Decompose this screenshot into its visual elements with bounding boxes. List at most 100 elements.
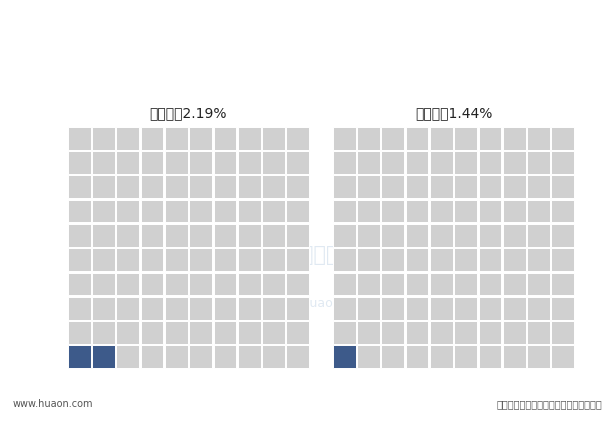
Bar — [287, 297, 309, 320]
Bar — [454, 200, 477, 223]
Bar — [287, 176, 309, 199]
Bar — [552, 127, 574, 150]
Bar — [357, 273, 380, 296]
Bar — [478, 200, 501, 223]
Bar — [430, 345, 453, 368]
Bar — [213, 297, 236, 320]
Bar — [503, 321, 526, 344]
Bar — [141, 297, 164, 320]
Bar — [165, 297, 188, 320]
Bar — [454, 225, 477, 247]
Bar — [478, 345, 501, 368]
Bar — [406, 176, 429, 199]
Bar — [68, 152, 90, 175]
Bar — [527, 273, 550, 296]
Bar — [141, 321, 164, 344]
Bar — [357, 200, 380, 223]
Bar — [165, 273, 188, 296]
Bar — [552, 249, 574, 271]
Bar — [92, 249, 115, 271]
Bar — [165, 200, 188, 223]
Bar — [23, 5, 30, 26]
Bar — [213, 249, 236, 271]
Bar — [430, 200, 453, 223]
Bar — [262, 297, 285, 320]
Bar — [454, 176, 477, 199]
Bar — [141, 176, 164, 199]
Bar — [357, 345, 380, 368]
Bar — [287, 225, 309, 247]
Bar — [357, 249, 380, 271]
Bar — [165, 127, 188, 150]
Bar — [527, 127, 550, 150]
Text: 华经情报网: 华经情报网 — [38, 12, 73, 26]
Bar — [141, 225, 164, 247]
Bar — [381, 273, 404, 296]
Bar — [430, 225, 453, 247]
Bar — [116, 297, 139, 320]
Bar — [92, 200, 115, 223]
Bar — [92, 152, 115, 175]
Bar — [381, 297, 404, 320]
Bar — [478, 297, 501, 320]
Bar — [238, 225, 261, 247]
Bar — [11, 5, 21, 33]
Bar — [503, 297, 526, 320]
Bar — [381, 127, 404, 150]
Bar — [189, 152, 212, 175]
Bar — [213, 273, 236, 296]
Text: www.huaon.com: www.huaon.com — [268, 296, 371, 309]
Bar — [213, 200, 236, 223]
Bar — [333, 127, 355, 150]
Bar — [527, 152, 550, 175]
Text: 体育彩票1.44%: 体育彩票1.44% — [415, 106, 492, 120]
Bar — [141, 152, 164, 175]
Bar — [213, 176, 236, 199]
Bar — [262, 273, 285, 296]
Bar — [406, 321, 429, 344]
Text: 专业严谨 • 客观科学: 专业严谨 • 客观科学 — [537, 14, 600, 24]
Bar — [552, 321, 574, 344]
Bar — [333, 152, 355, 175]
Bar — [357, 176, 380, 199]
Bar — [238, 249, 261, 271]
Bar — [68, 127, 90, 150]
Bar — [430, 273, 453, 296]
Bar — [287, 273, 309, 296]
Bar — [189, 345, 212, 368]
Bar — [141, 127, 164, 150]
Bar — [262, 225, 285, 247]
Bar — [503, 176, 526, 199]
Bar — [165, 321, 188, 344]
Bar — [357, 225, 380, 247]
Bar — [238, 152, 261, 175]
Bar — [454, 297, 477, 320]
Bar — [527, 249, 550, 271]
Bar — [527, 345, 550, 368]
Bar — [92, 345, 115, 368]
Bar — [116, 152, 139, 175]
Bar — [238, 200, 261, 223]
Bar — [406, 345, 429, 368]
Bar — [503, 152, 526, 175]
Bar — [527, 200, 550, 223]
Bar — [262, 127, 285, 150]
Bar — [430, 152, 453, 175]
Bar — [430, 297, 453, 320]
Bar — [287, 249, 309, 271]
Bar — [357, 127, 380, 150]
Bar — [478, 225, 501, 247]
Bar — [454, 152, 477, 175]
Bar — [333, 200, 355, 223]
Bar — [238, 321, 261, 344]
Bar — [213, 225, 236, 247]
Bar — [68, 225, 90, 247]
Bar — [116, 127, 139, 150]
Bar — [238, 176, 261, 199]
Bar — [406, 249, 429, 271]
Bar — [213, 152, 236, 175]
Bar — [503, 273, 526, 296]
Bar — [430, 127, 453, 150]
Bar — [116, 345, 139, 368]
Bar — [287, 127, 309, 150]
